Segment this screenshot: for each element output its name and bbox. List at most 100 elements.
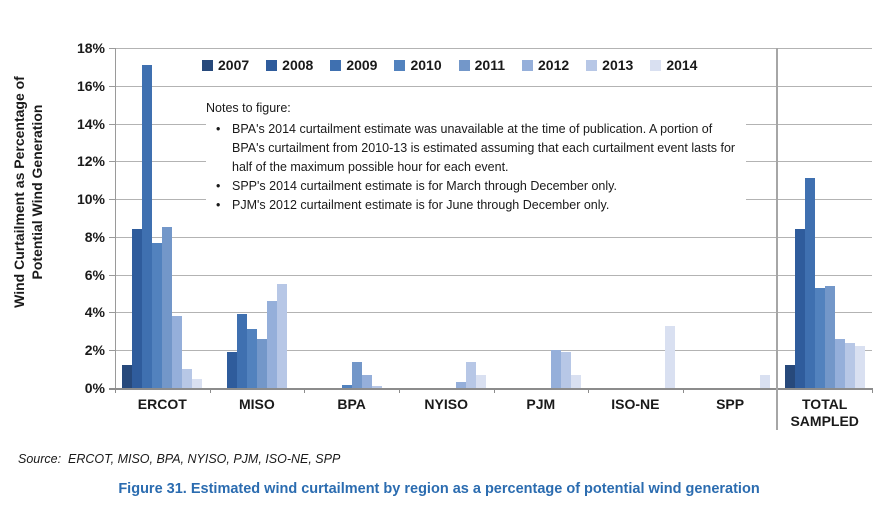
y-axis-tick: [109, 85, 115, 87]
y-tick-label: 8%: [84, 228, 105, 245]
category-label-nyiso: NYISO: [424, 396, 468, 412]
bar-nyiso-2012: [456, 382, 467, 388]
legend-swatch-icon: [458, 59, 470, 71]
bar-spp-2014: [760, 374, 771, 388]
legend-swatch-icon: [522, 59, 533, 71]
y-tick-label: 16%: [76, 77, 105, 94]
legend-item-2007: 2007: [202, 57, 249, 73]
x-axis-tick: [493, 388, 495, 393]
legend-label: 2013: [602, 57, 634, 73]
y-axis-line: [115, 48, 116, 388]
bar-nyiso-2014: [476, 374, 487, 388]
y-axis-title: Wind Curtailment as Percentage of Potent…: [11, 76, 45, 308]
bar-bpa-2012: [361, 374, 372, 388]
gridline-8%: [115, 236, 872, 238]
legend-swatch-icon: [586, 59, 598, 71]
bar-miso-2013: [276, 284, 287, 388]
legend-item-2010: 2010: [394, 57, 442, 73]
legend-label: 2012: [538, 57, 570, 73]
bar-pjm-2014: [570, 374, 581, 388]
legend-item-2009: 2009: [330, 57, 377, 73]
source-line: Source: ERCOT, MISO, BPA, NYISO, PJM, IS…: [18, 452, 341, 466]
note-bullet-1: • BPA's 2014 curtailment estimate was un…: [206, 120, 736, 177]
x-axis-tick: [209, 388, 211, 393]
bar-ercot-2009: [142, 65, 153, 388]
category-label-pjm: PJM: [526, 396, 556, 412]
bar-miso-2011: [256, 338, 267, 388]
legend-swatch-icon: [650, 59, 662, 71]
bar-pjm-2013: [560, 352, 571, 388]
legend-item-2008: 2008: [266, 57, 313, 73]
y-tick-label: 4%: [84, 304, 105, 321]
y-axis-tick: [109, 350, 115, 352]
bar-total-sampled-2007: [784, 365, 795, 388]
y-tick-label: 18%: [76, 40, 105, 56]
x-axis-tick: [588, 388, 590, 393]
gridline-16%: [115, 85, 872, 87]
bar-total-sampled-2009: [804, 178, 815, 388]
x-axis-tick: [115, 388, 116, 393]
gridline-18%: [115, 48, 872, 49]
y-axis-tick: [109, 274, 115, 276]
note-text: BPA's 2014 curtailment estimate was unav…: [232, 122, 736, 174]
y-axis-tick: [109, 48, 115, 49]
legend-label: 2007: [218, 57, 250, 73]
total-sampled-separator: [776, 48, 779, 430]
category-label-miso: MISO: [239, 396, 275, 412]
bar-ercot-2010: [152, 242, 163, 388]
y-tick-label: 12%: [76, 153, 105, 170]
figure-caption: Figure 31. Estimated wind curtailment by…: [118, 481, 760, 497]
legend-swatch-icon: [330, 59, 342, 71]
y-axis-tick: [109, 161, 115, 163]
note-text: SPP's 2014 curtailment estimate is for M…: [232, 179, 617, 193]
bullet-icon: •: [216, 122, 221, 136]
legend-item-2011: 2011: [458, 57, 505, 73]
bar-ercot-2011: [162, 227, 173, 388]
gridline-6%: [115, 274, 872, 276]
bar-total-sampled-2010: [814, 287, 825, 388]
legend-item-2013: 2013: [586, 57, 633, 73]
category-label-ercot: ERCOT: [137, 396, 187, 412]
bar-ercot-2013: [182, 369, 193, 388]
y-axis-tick: [109, 123, 115, 125]
y-tick-label: 0%: [84, 380, 105, 396]
bar-total-sampled-2012: [834, 338, 845, 388]
x-axis-line: [109, 388, 872, 390]
bar-ercot-2007: [122, 365, 133, 388]
bar-pjm-2012: [550, 350, 561, 388]
note-text: PJM's 2012 curtailment estimate is for J…: [232, 198, 610, 212]
legend-swatch-icon: [266, 59, 278, 71]
y-tick-label: 10%: [76, 191, 105, 208]
bullet-icon: •: [216, 198, 221, 212]
notes-title: Notes to figure:: [206, 101, 291, 115]
bar-bpa-2010: [341, 385, 352, 388]
legend-item-2012: 2012: [522, 57, 569, 73]
y-tick-label: 14%: [76, 115, 105, 132]
bar-total-sampled-2011: [824, 286, 835, 388]
category-label-total-sampled: TOTAL SAMPLED: [790, 396, 859, 429]
y-axis-tick: [109, 236, 115, 238]
legend-swatch-icon: [202, 59, 213, 71]
x-axis-tick: [682, 388, 684, 393]
bar-ercot-2012: [172, 316, 183, 388]
category-label-spp: SPP: [716, 396, 745, 412]
note-bullet-3: • PJM's 2012 curtailment estimate is for…: [206, 196, 736, 215]
bar-nyiso-2013: [466, 361, 477, 388]
bar-miso-2009: [236, 314, 247, 388]
bar-miso-2012: [266, 301, 277, 388]
legend-label: 2010: [410, 57, 442, 73]
bar-miso-2010: [246, 329, 257, 388]
x-axis-tick: [304, 388, 306, 393]
bar-miso-2008: [226, 352, 237, 388]
x-axis-tick: [872, 388, 873, 393]
note-bullet-2: • SPP's 2014 curtailment estimate is for…: [206, 177, 736, 196]
legend-label: 2008: [282, 57, 314, 73]
x-axis-tick: [398, 388, 400, 393]
bar-bpa-2011: [351, 361, 362, 388]
gridline-2%: [115, 350, 872, 352]
category-label-iso-ne: ISO-NE: [611, 396, 660, 412]
bar-iso-ne-2014: [665, 325, 676, 388]
gridline-4%: [115, 312, 872, 314]
y-axis-tick: [109, 199, 115, 201]
bar-total-sampled-2014: [854, 346, 865, 388]
